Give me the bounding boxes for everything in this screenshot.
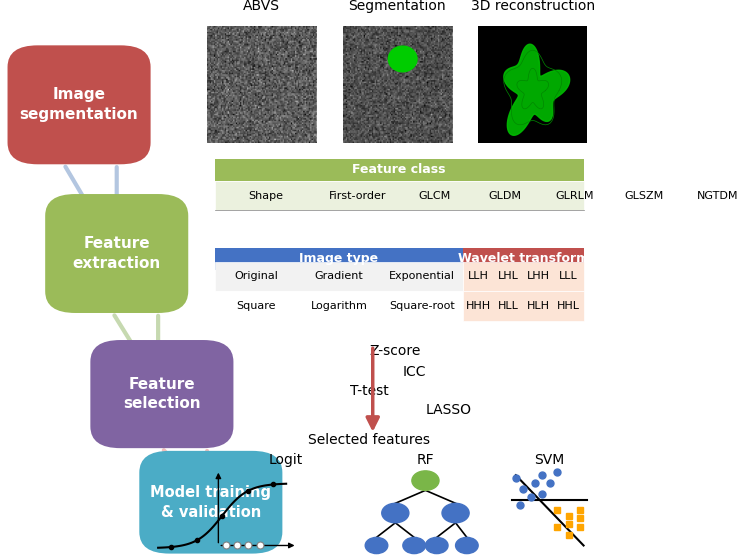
FancyBboxPatch shape [207,26,316,143]
Text: GLDM: GLDM [488,191,521,201]
Text: Selected features: Selected features [308,433,430,447]
FancyBboxPatch shape [215,181,584,210]
FancyBboxPatch shape [215,248,463,270]
Circle shape [425,537,448,553]
FancyBboxPatch shape [478,26,587,143]
FancyBboxPatch shape [343,26,452,143]
Text: Feature
extraction: Feature extraction [72,236,161,271]
Text: HHL: HHL [557,301,580,311]
FancyBboxPatch shape [463,248,584,270]
Text: Original: Original [234,272,278,282]
Text: GLCM: GLCM [419,191,451,201]
Text: HHH: HHH [465,301,491,311]
Polygon shape [504,44,570,135]
Text: Feature
selection: Feature selection [123,377,201,411]
Text: Model training
& validation: Model training & validation [151,485,271,520]
Text: First-order: First-order [329,191,386,201]
FancyBboxPatch shape [463,291,584,321]
FancyBboxPatch shape [45,194,188,313]
Circle shape [382,503,409,523]
Ellipse shape [388,45,418,73]
FancyBboxPatch shape [215,159,584,181]
Text: Image
segmentation: Image segmentation [20,87,139,122]
Text: Image type: Image type [299,253,379,266]
Text: NGTDM: NGTDM [697,191,738,201]
Text: Exponential: Exponential [389,272,455,282]
Circle shape [412,471,439,490]
FancyBboxPatch shape [8,45,151,164]
Text: Feature class: Feature class [352,163,446,176]
Text: LHH: LHH [527,272,550,282]
Text: SVM: SVM [535,453,565,467]
Circle shape [403,537,425,553]
Text: Square: Square [236,301,276,311]
FancyBboxPatch shape [215,262,463,291]
Text: T-test: T-test [350,385,389,399]
Text: Wavelet transform: Wavelet transform [458,253,589,266]
Text: ABVS: ABVS [243,0,280,13]
FancyBboxPatch shape [139,451,282,553]
Circle shape [365,537,388,553]
Circle shape [442,503,469,523]
FancyBboxPatch shape [215,291,463,321]
Text: Segmentation: Segmentation [349,0,446,13]
FancyBboxPatch shape [90,340,233,448]
Text: 3D reconstruction: 3D reconstruction [471,0,595,13]
Text: LASSO: LASSO [425,403,471,418]
Text: GLSZM: GLSZM [624,191,663,201]
Text: Square-root: Square-root [389,301,455,311]
Circle shape [456,537,478,553]
Text: HLL: HLL [498,301,519,311]
Text: Logarithm: Logarithm [310,301,367,311]
Text: LLH: LLH [468,272,489,282]
Text: GLRLM: GLRLM [555,191,593,201]
Text: HLH: HLH [527,301,550,311]
Text: Z-score: Z-score [369,344,420,358]
FancyBboxPatch shape [463,262,584,291]
Text: RF: RF [416,453,434,467]
Text: LHL: LHL [498,272,519,282]
Text: Gradient: Gradient [315,272,363,282]
Text: LLL: LLL [559,272,578,282]
Text: ICC: ICC [403,366,426,380]
Text: Shape: Shape [248,191,283,201]
Text: Logit: Logit [269,453,303,467]
